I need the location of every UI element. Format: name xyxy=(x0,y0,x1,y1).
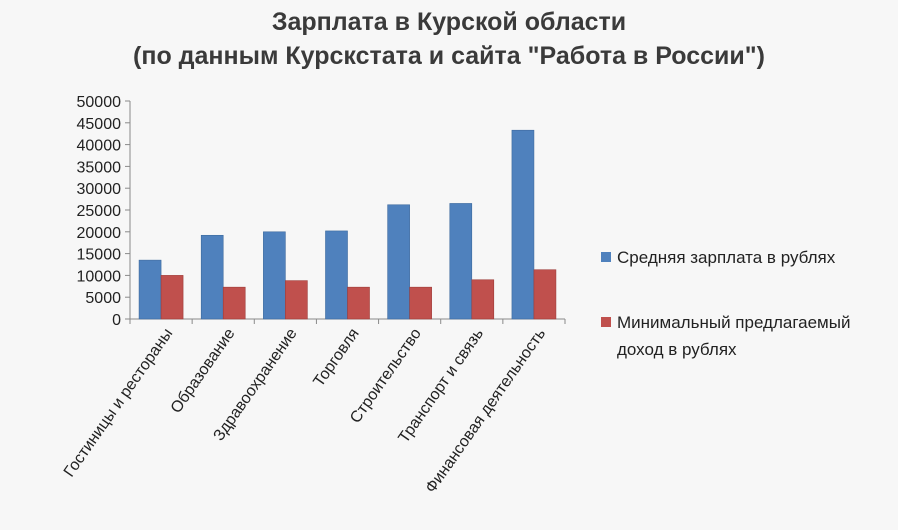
y-tick-label: 25000 xyxy=(77,203,122,220)
bar-min-income xyxy=(409,286,432,320)
x-category-label: Образование xyxy=(168,325,239,416)
y-tick-label: 45000 xyxy=(77,116,122,133)
y-tick-label: 35000 xyxy=(77,159,122,176)
y-tick-label: 15000 xyxy=(77,247,122,264)
x-category-label: Торговля xyxy=(311,326,363,391)
bar-avg-salary xyxy=(138,259,162,320)
bar-min-income xyxy=(285,280,308,320)
bar-min-income xyxy=(222,286,246,320)
legend-swatch xyxy=(601,252,611,262)
x-category-label: Гостиницы и рестораны xyxy=(61,326,176,481)
y-tick-label: 30000 xyxy=(77,181,122,198)
bar-avg-salary xyxy=(325,230,348,320)
y-tick-label: 40000 xyxy=(77,138,122,155)
y-tick-label: 0 xyxy=(112,312,121,329)
y-tick-label: 10000 xyxy=(77,268,122,285)
legend-label: Минимальный предлагаемый xyxy=(617,313,850,332)
bar-avg-salary xyxy=(511,129,535,320)
chart-subtitle: (по данным Курскстата и сайта "Работа в … xyxy=(133,42,765,70)
y-tick-label: 5000 xyxy=(85,290,121,307)
legend-swatch xyxy=(601,317,611,327)
bar-min-income xyxy=(347,286,370,320)
chart-title: Зарплата в Курской области xyxy=(271,8,627,36)
x-category-label: Финансовая деятельность xyxy=(423,326,550,497)
legend-label: Средняя зарплата в рублях xyxy=(617,248,836,267)
bar-avg-salary xyxy=(387,204,410,320)
bar-min-income xyxy=(471,279,495,320)
bar-min-income xyxy=(533,269,557,320)
legend-label: доход в рублях xyxy=(617,340,737,359)
y-tick-label: 50000 xyxy=(77,94,122,111)
bar-avg-salary xyxy=(263,231,286,320)
bar-avg-salary xyxy=(449,203,473,320)
bar-avg-salary xyxy=(200,234,224,320)
bar-min-income xyxy=(160,275,184,320)
y-tick-label: 20000 xyxy=(77,225,122,242)
